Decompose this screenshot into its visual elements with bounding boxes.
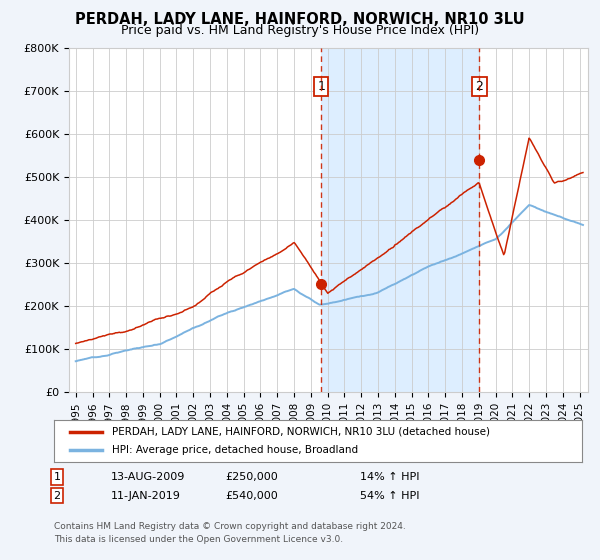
Text: 1: 1 <box>317 80 325 93</box>
Text: 14% ↑ HPI: 14% ↑ HPI <box>360 472 420 482</box>
Text: 1: 1 <box>53 472 61 482</box>
Text: PERDAH, LADY LANE, HAINFORD, NORWICH, NR10 3LU (detached house): PERDAH, LADY LANE, HAINFORD, NORWICH, NR… <box>112 427 490 437</box>
Text: Price paid vs. HM Land Registry's House Price Index (HPI): Price paid vs. HM Land Registry's House … <box>121 24 479 37</box>
Text: 2: 2 <box>476 80 484 93</box>
Text: Contains HM Land Registry data © Crown copyright and database right 2024.
This d: Contains HM Land Registry data © Crown c… <box>54 522 406 544</box>
Bar <box>321 48 479 392</box>
Text: 13-AUG-2009: 13-AUG-2009 <box>111 472 185 482</box>
Text: £540,000: £540,000 <box>226 491 278 501</box>
Text: PERDAH, LADY LANE, HAINFORD, NORWICH, NR10 3LU: PERDAH, LADY LANE, HAINFORD, NORWICH, NR… <box>75 12 525 27</box>
Text: £250,000: £250,000 <box>226 472 278 482</box>
Text: 11-JAN-2019: 11-JAN-2019 <box>111 491 181 501</box>
Text: 54% ↑ HPI: 54% ↑ HPI <box>360 491 420 501</box>
Text: 2: 2 <box>53 491 61 501</box>
Text: HPI: Average price, detached house, Broadland: HPI: Average price, detached house, Broa… <box>112 445 358 455</box>
